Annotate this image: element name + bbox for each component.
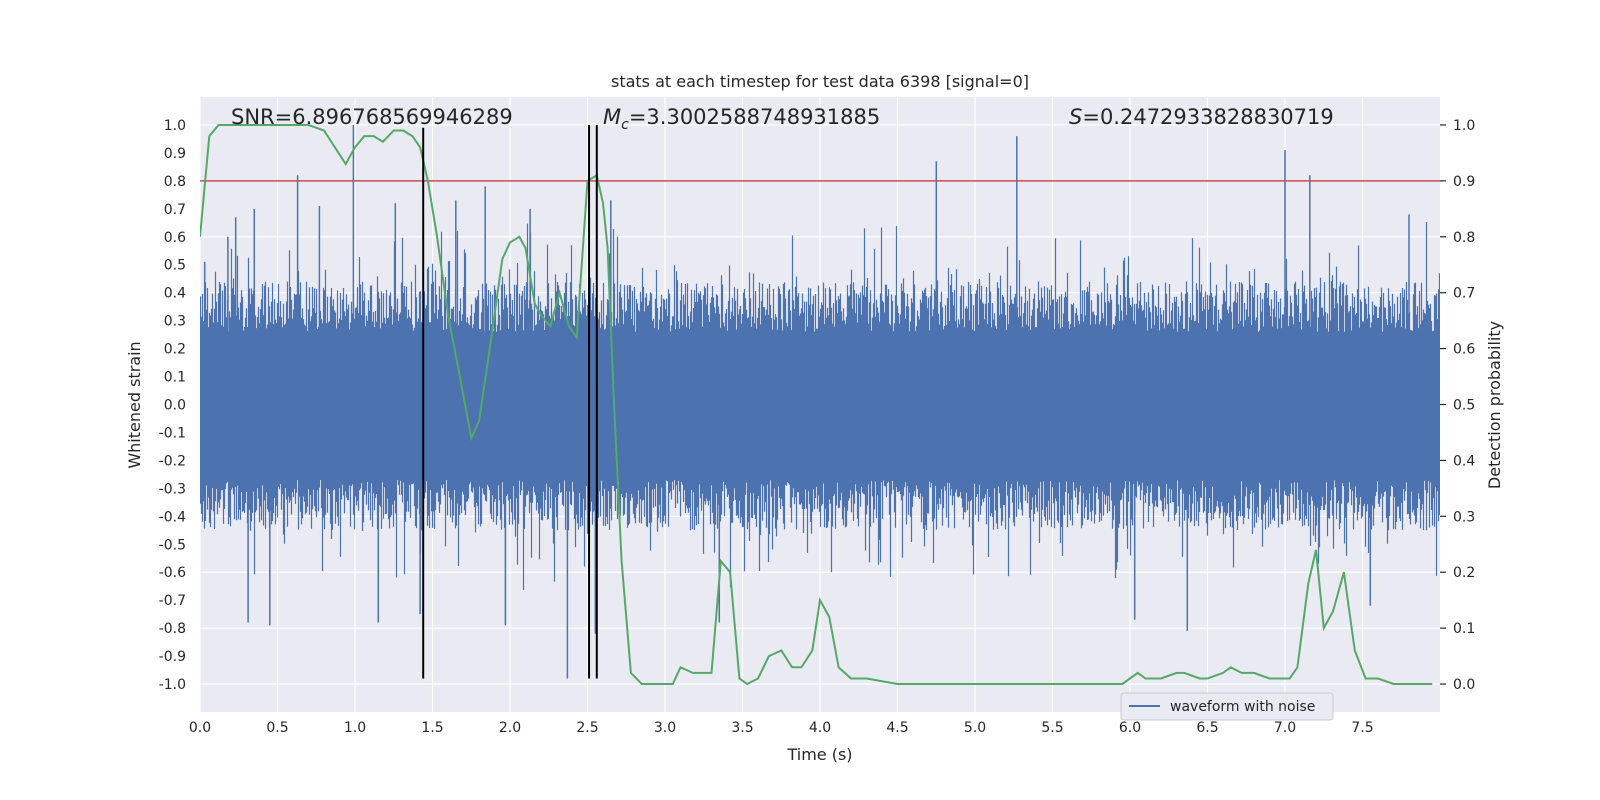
x-tick-label: 4.0 [809,720,831,736]
y2-tick-label: 0.7 [1453,286,1475,302]
y2-tick-label: 0.1 [1453,621,1475,637]
s-annotation: S=0.2472933828830719 [1069,105,1334,129]
y-tick-label: -0.2 [159,453,186,469]
x-tick-label: 3.0 [654,720,676,736]
y-tick-label: 0.0 [164,398,186,414]
y-tick-label: 0.5 [164,258,186,274]
y2-tick-label: 0.3 [1453,509,1475,525]
chirp-mass-subscript: c [621,117,629,133]
y2-tick-label: 0.4 [1453,453,1475,469]
x-axis-ticks: 0.0 0.5 1.0 1.5 2.0 2.5 3.0 3.5 4.0 4.5 5.0 5.5 6.0 6… [189,720,1374,736]
x-tick-label: 6.0 [1119,720,1141,736]
x-tick-label: 3.5 [731,720,753,736]
y-tick-label: -0.8 [159,621,186,637]
chirp-mass-value: =3.3002588748931885 [629,105,880,129]
waveform-trace [200,222,1440,590]
x-tick-label: 5.0 [964,720,986,736]
x-axis-label: Time (s) [786,745,852,764]
y-tick-label: 0.7 [164,202,186,218]
chirp-mass-symbol: M [603,105,621,129]
s-value: =0.2472933828830719 [1082,105,1333,129]
y-tick-label: 0.8 [164,174,186,190]
y-tick-label: 0.3 [164,314,186,330]
y-tick-label: 0.2 [164,342,186,358]
y-tick-label: -0.1 [159,425,186,441]
legend: waveform with noise [1120,692,1334,721]
chirp-mass-annotation: Mc=3.3002588748931885 [603,105,880,133]
y-axis-ticks: 1.0 0.9 0.8 0.7 0.6 0.5 0.4 0.3 0.2 0.1 0.0 -0.1 -0.… [159,118,186,693]
y2-tick-label: 0.8 [1453,230,1475,246]
y-tick-label: 0.6 [164,230,186,246]
y2-tick-label: 1.0 [1453,118,1475,134]
y-tick-label: 0.4 [164,286,186,302]
x-tick-label: 6.5 [1196,720,1218,736]
legend-box [1120,692,1334,721]
x-tick-label: 0.0 [189,720,211,736]
y-tick-label: -0.3 [159,481,186,497]
detection-probability-line [200,124,1433,686]
y-tick-label: 0.1 [164,370,186,386]
x-tick-label: 2.5 [576,720,598,736]
x-tick-label: 2.0 [499,720,521,736]
y2-tick-label: 0.0 [1453,677,1475,693]
legend-entry: waveform with noise [1170,699,1315,715]
y-tick-label: -0.7 [159,593,186,609]
vertical-lines [422,124,598,679]
x-tick-label: 7.5 [1351,720,1373,736]
y-tick-label: -0.9 [159,649,186,665]
y2-axis-ticks: 1.0 0.9 0.8 0.7 0.6 0.5 0.4 0.3 0.2 0.1 0.0 [1440,118,1475,693]
y2-axis-label: Detection probability [1485,321,1504,489]
x-tick-label: 7.0 [1274,720,1296,736]
x-tick-label: 1.5 [421,720,443,736]
y2-tick-label: 0.5 [1453,398,1475,414]
x-tick-label: 0.5 [266,720,288,736]
y-axis-label: Whitened strain [125,341,144,468]
snr-annotation: SNR=6.896768569946289 [231,105,513,129]
detection-probability-series [200,124,1433,686]
y-tick-label: -0.5 [159,537,186,553]
chart-title: stats at each timestep for test data 639… [611,72,1029,91]
y2-tick-label: 0.2 [1453,565,1475,581]
y-tick-label: 0.9 [164,146,186,162]
y-tick-label: -1.0 [159,677,186,693]
x-tick-label: 4.5 [886,720,908,736]
x-tick-label: 5.5 [1041,720,1063,736]
x-tick-label: 1.0 [344,720,366,736]
y-tick-label: -0.6 [159,565,186,581]
y2-tick-label: 0.9 [1453,174,1475,190]
s-symbol: S [1069,105,1082,129]
y-tick-label: 1.0 [164,118,186,134]
y-tick-label: -0.4 [159,509,186,525]
y2-tick-label: 0.6 [1453,342,1475,358]
